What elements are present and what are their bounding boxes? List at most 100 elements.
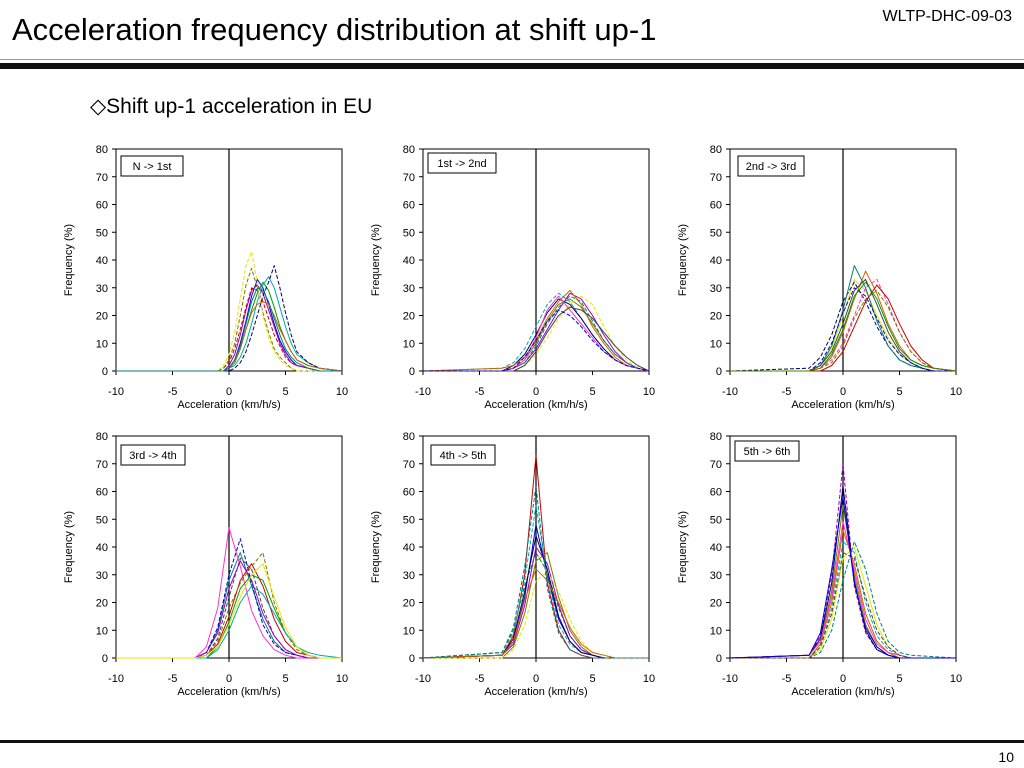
chart-1-ytick-label: 50: [96, 227, 108, 239]
chart-3-xtick-label: 0: [840, 386, 846, 398]
chart-2-ytick-label: 60: [403, 200, 415, 212]
section-heading: ◇Shift up-1 acceleration in EU: [90, 95, 373, 118]
chart-3-ytick-label: 30: [710, 283, 722, 295]
chart-1-series-10-line: [116, 287, 342, 372]
chart-2-ytick-label: 10: [403, 338, 415, 350]
chart-4-ytick-label: 0: [102, 653, 108, 665]
chart-5-ytick-label: 80: [403, 431, 415, 443]
chart-3-series-7-line: [730, 287, 956, 372]
chart-3-xtick-label: -10: [722, 386, 738, 398]
chart-3-legend-box: [737, 155, 805, 177]
chart-2-ytick-label: 70: [403, 172, 415, 184]
chart-4-xtick-label: 10: [336, 673, 348, 685]
chart-6-ytick-label: 80: [710, 431, 722, 443]
chart-3-ytick-label: 20: [710, 311, 722, 323]
chart-6-ytick-label: 0: [716, 653, 722, 665]
chart-5-series-3-line: [422, 552, 649, 659]
chart-2-y-axis-title: Frequency (%): [370, 224, 382, 296]
chart-3-ytick-label: 40: [710, 255, 722, 267]
chart-1-series-8-line: [116, 265, 343, 372]
chart-3-series-6-line: [730, 278, 956, 372]
chart-4-ytick-label: 80: [96, 431, 108, 443]
slide-header: Acceleration frequency distribution at s…: [0, 0, 1024, 70]
chart-1-ytick-label: 60: [96, 200, 108, 212]
chart-3-xtick-label: -5: [782, 386, 792, 398]
chart-4-ytick-label: 60: [96, 487, 108, 499]
chart-4-ytick-label: 20: [96, 598, 108, 610]
chart-5-xtick-label: -10: [415, 673, 431, 685]
chart-2-ytick-label: 40: [403, 255, 415, 267]
chart-6-y-axis-title: Frequency (%): [677, 511, 689, 583]
chart-1-ytick-label: 30: [96, 283, 108, 295]
chart-4-legend-label: 3rd -> 4th: [129, 450, 176, 462]
chart-6-series-8-line: [729, 521, 956, 659]
chart-1-ytick-label: 0: [102, 366, 108, 378]
chart-5-ytick-label: 0: [409, 653, 415, 665]
chart-5-ytick-label: 20: [403, 598, 415, 610]
chart-1-xtick-label: 5: [282, 386, 288, 398]
chart-5-y-axis-title: Frequency (%): [370, 511, 382, 583]
chart-4-y-axis-title: Frequency (%): [63, 511, 75, 583]
chart-3-y-axis-title: Frequency (%): [677, 224, 689, 296]
chart-6-ytick-label: 10: [710, 625, 722, 637]
chart-1-legend-label: N -> 1st: [133, 161, 172, 173]
chart-6-legend-label: 5th -> 6th: [744, 446, 791, 458]
chart-4-series-9-line: [116, 560, 342, 659]
chart-4-ytick-label: 30: [96, 570, 108, 582]
chart-2-xtick-label: 5: [589, 386, 595, 398]
chart-3-xtick-label: 5: [896, 386, 902, 398]
chart-1-xtick-label: 0: [226, 386, 232, 398]
chart-4-xtick-label: 5: [282, 673, 288, 685]
chart-3-ytick-label: 60: [710, 200, 722, 212]
chart-1-ytick-label: 40: [96, 255, 108, 267]
chart-6-xtick-label: -5: [782, 673, 792, 685]
chart-2-ytick-label: 80: [403, 144, 415, 156]
chart-4-series-10-line: [116, 563, 342, 659]
chart-2-ytick-label: 0: [409, 366, 415, 378]
chart-4-series-8-line: [116, 585, 343, 659]
chart-5-ytick-label: 60: [403, 487, 415, 499]
chart-1-xtick-label: 10: [336, 386, 348, 398]
chart-6-ytick-label: 50: [710, 514, 722, 526]
chart-1-ytick-label: 10: [96, 338, 108, 350]
chart-5-xtick-label: -5: [475, 673, 485, 685]
footer-rule: [0, 740, 1024, 743]
chart-6-xtick-label: 5: [896, 673, 902, 685]
chart-4-ytick-label: 70: [96, 459, 108, 471]
chart-2-ytick-label: 30: [403, 283, 415, 295]
chart-5-legend-box: [430, 444, 496, 466]
chart-6-xtick-label: 0: [840, 673, 846, 685]
chart-1-ytick-label: 20: [96, 311, 108, 323]
chart-3-series-9-line: [730, 281, 957, 372]
chart-6-xtick-label: 10: [950, 673, 962, 685]
chart-5-xtick-label: 5: [589, 673, 595, 685]
chart-3-ytick-label: 70: [710, 172, 722, 184]
chart-2-legend-label: 1st -> 2nd: [437, 158, 486, 170]
chart-4-ytick-label: 10: [96, 625, 108, 637]
chart-4-xtick-label: -5: [168, 673, 178, 685]
chart-6-legend-box: [734, 440, 800, 462]
chart-3-legend-label: 2nd -> 3rd: [746, 161, 796, 173]
chart-5-legend-label: 4th -> 5th: [440, 450, 487, 462]
chart-1-legend-box: [120, 155, 184, 177]
chart-6-xtick-label: -10: [722, 673, 738, 685]
header-rule: [0, 63, 1024, 69]
chart-6-series-9-line: [730, 552, 956, 659]
chart-1-series-6-line: [116, 284, 342, 372]
chart-1-xtick-label: -10: [108, 386, 124, 398]
chart-6-ytick-label: 40: [710, 542, 722, 554]
document-code: WLTP-DHC-09-03: [882, 8, 1013, 25]
chart-4-ytick-label: 40: [96, 542, 108, 554]
chart-3-ytick-label: 50: [710, 227, 722, 239]
chart-5-ytick-label: 30: [403, 570, 415, 582]
chart-5-series-9-line: [422, 568, 649, 659]
chart-5-ytick-label: 50: [403, 514, 415, 526]
chart-4-ytick-label: 50: [96, 514, 108, 526]
chart-5-series-8-line: [422, 535, 649, 659]
chart-3-ytick-label: 0: [716, 366, 722, 378]
page-number: 10: [998, 749, 1014, 765]
chart-2-xtick-label: 0: [533, 386, 539, 398]
chart-1-series-7-line: [116, 251, 342, 372]
chart-3-ytick-label: 80: [710, 144, 722, 156]
